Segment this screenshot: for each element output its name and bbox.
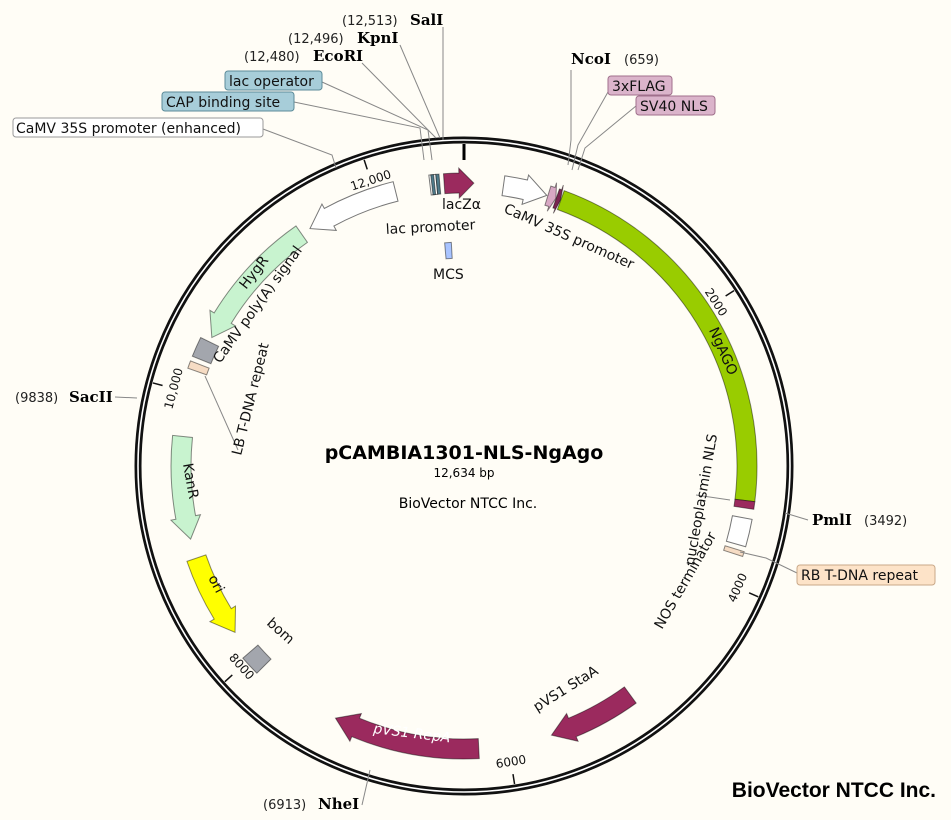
camv-35s-enhanced-label[interactable]: CaMV 35S promoter (enhanced) xyxy=(16,121,241,137)
site-position-ecori: (12,480) xyxy=(244,50,300,65)
camv-35s-enhanced-label-box xyxy=(12,117,264,138)
feature-kanr[interactable] xyxy=(169,434,202,540)
site-position-nhei: (6913) xyxy=(263,798,306,813)
bom-label[interactable]: bom xyxy=(263,615,297,648)
feature-sv40-nls[interactable] xyxy=(552,184,564,214)
feature-ngago[interactable] xyxy=(556,190,758,503)
lac-operator-label[interactable]: lac operator xyxy=(229,74,314,90)
rb-tdna-label[interactable]: RB T-DNA repeat xyxy=(801,568,919,584)
feature-camv-35s-promoter-enhanced[interactable] xyxy=(309,181,399,231)
3xflag-label[interactable]: 3xFLAG xyxy=(612,79,666,95)
lac-promoter-label[interactable]: lac promoter xyxy=(385,217,476,238)
mcs-label[interactable]: MCS xyxy=(433,267,464,283)
center-credit: BioVector NTCC Inc. xyxy=(399,496,537,512)
feature-rb-t-dna-repeat[interactable] xyxy=(723,545,745,558)
feature-camv-35s-promoter[interactable] xyxy=(501,174,548,206)
feature-hygr[interactable] xyxy=(209,225,309,339)
feature-pvs1-staa[interactable] xyxy=(550,686,637,743)
tick-mark xyxy=(725,289,735,297)
feature-bom[interactable] xyxy=(242,644,272,674)
lac-operator-label-box xyxy=(224,70,323,91)
sv40-nls-label-box xyxy=(635,95,716,116)
lacz-label[interactable]: lacZα xyxy=(442,197,481,213)
feature-layer xyxy=(169,166,758,760)
tick-mark xyxy=(152,382,163,387)
tick-mark xyxy=(512,774,516,785)
site-nhei[interactable]: NheI xyxy=(318,795,359,813)
feature-mcs[interactable] xyxy=(444,241,453,260)
kanr-label[interactable]: KanR xyxy=(179,462,201,501)
feature-lacz[interactable] xyxy=(442,166,475,200)
site-kpni[interactable]: KpnI xyxy=(357,29,398,47)
feature-3xflag[interactable] xyxy=(544,182,558,212)
feature-camv-poly-a-signal[interactable] xyxy=(191,336,220,365)
site-position-sacii: (9838) xyxy=(15,391,58,406)
rb-tdna-label-box xyxy=(796,564,936,586)
watermark: BioVector NTCC Inc. xyxy=(732,779,936,802)
site-pmli[interactable]: PmlI xyxy=(812,511,852,529)
site-position-kpni: (12,496) xyxy=(288,32,344,47)
feature-cap-binding-site[interactable] xyxy=(430,174,437,196)
site-sacii[interactable]: SacII xyxy=(69,388,113,406)
tick-mark xyxy=(363,159,368,170)
plasmid-backbone xyxy=(134,136,794,796)
3xflag-label-box xyxy=(607,75,673,96)
feature-nucleoplasmin-nls[interactable] xyxy=(733,498,756,510)
feature-lb-t-dna-repeat[interactable] xyxy=(187,360,210,376)
feature-lac-operator[interactable] xyxy=(435,173,442,195)
tick-label: 4000 xyxy=(725,571,750,605)
tick-label: 6000 xyxy=(495,752,527,771)
backbone-inner xyxy=(137,139,791,793)
site-ecori[interactable]: EcoRI xyxy=(313,47,363,65)
site-sali[interactable]: SalI xyxy=(410,11,443,29)
tick-mark xyxy=(224,674,233,683)
ngago-label[interactable]: NgAGO xyxy=(705,325,740,378)
feature-pvs1-repa[interactable] xyxy=(334,712,480,760)
feature-ori[interactable] xyxy=(186,554,237,634)
site-position-sali: (12,513) xyxy=(342,14,398,29)
site-position-ncoi: (659) xyxy=(624,53,659,68)
cap-binding-site-label[interactable]: CAP binding site xyxy=(166,95,280,111)
site-ncoi[interactable]: NcoI xyxy=(571,50,611,68)
tick-label: 10,000 xyxy=(161,366,185,410)
plasmid-length: 12,634 bp xyxy=(433,466,494,480)
plasmid-name: pCAMBIA1301-NLS-NgAgo xyxy=(325,442,604,464)
site-position-pmli: (3492) xyxy=(864,514,907,529)
leader-lines xyxy=(114,27,809,806)
ori-label[interactable]: ori xyxy=(204,572,227,596)
sv40-nls-label[interactable]: SV40 NLS xyxy=(640,99,708,115)
tick-mark xyxy=(748,592,759,598)
lb-tdna-label[interactable]: LB T-DNA repeat xyxy=(229,341,272,457)
cap-binding-site-label-box xyxy=(161,91,295,112)
feature-nos-terminator[interactable] xyxy=(725,515,753,548)
